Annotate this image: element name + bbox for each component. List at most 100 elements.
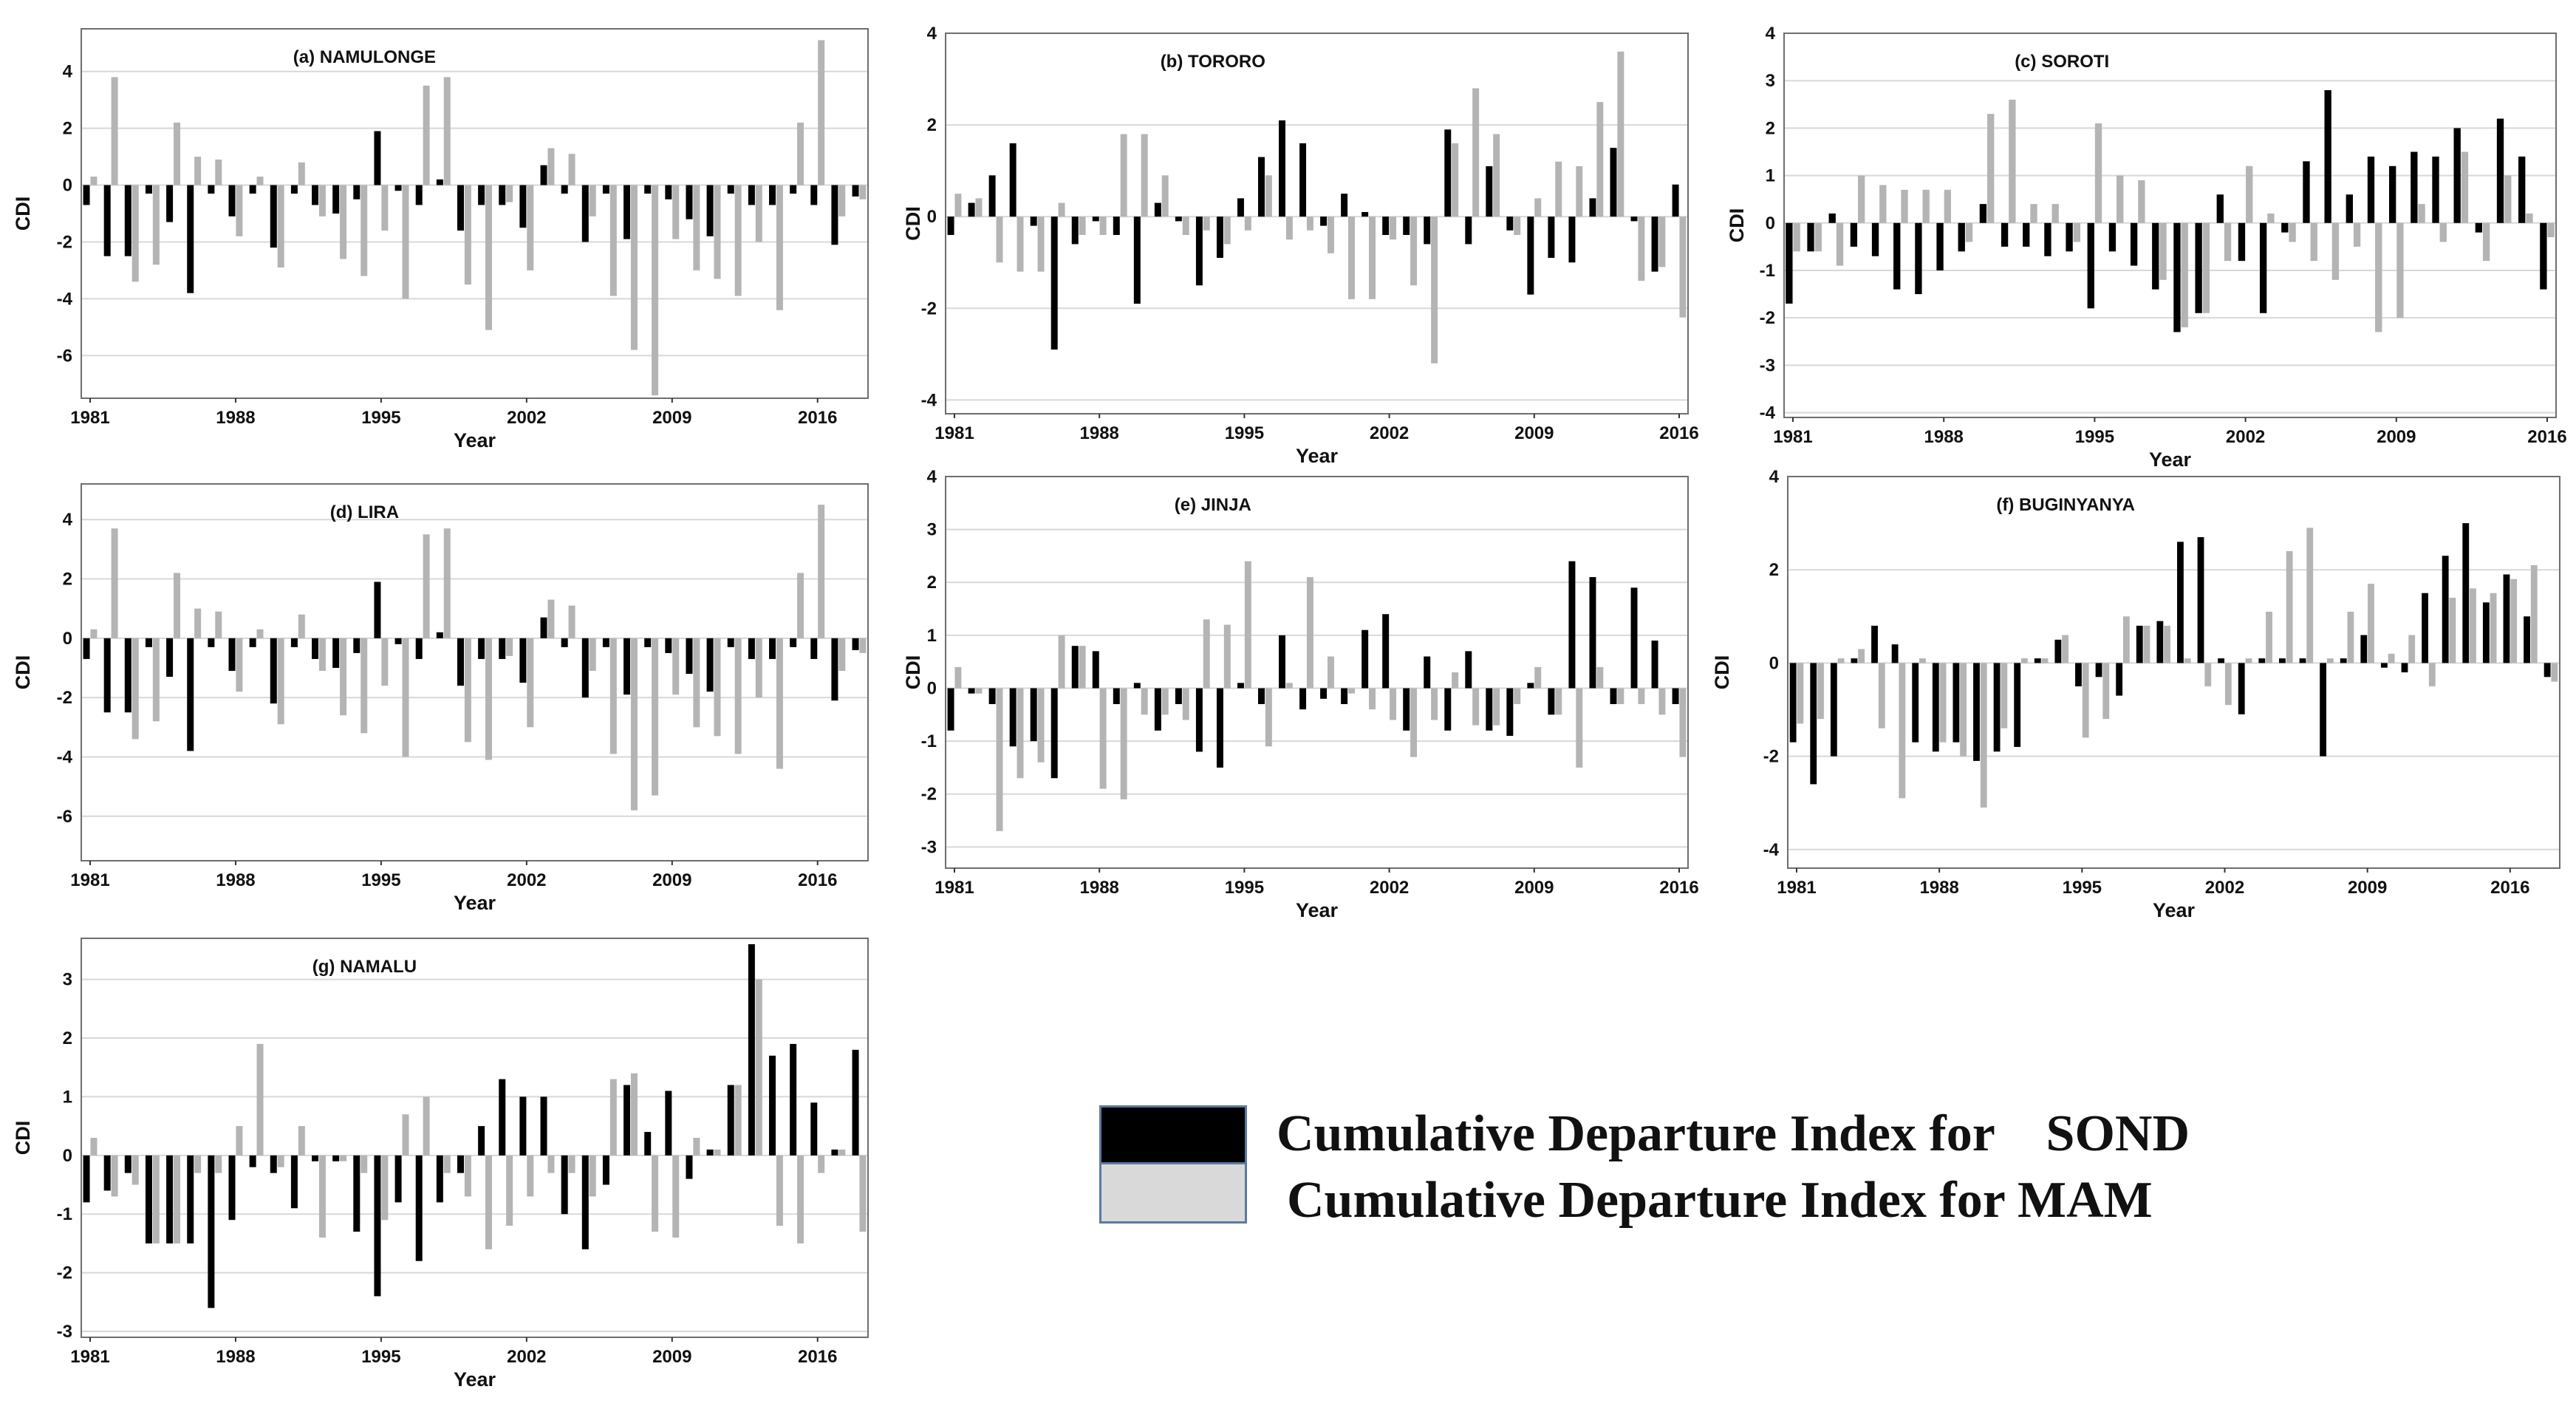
- bar-mam: [1638, 688, 1645, 704]
- y-tick-label: -3: [57, 1322, 72, 1342]
- bar-sond: [947, 688, 954, 731]
- bar-sond: [2095, 663, 2102, 678]
- bar-sond: [166, 185, 174, 222]
- bar-sond: [1175, 216, 1182, 222]
- bar-mam: [527, 185, 534, 270]
- bar-mam: [2530, 564, 2538, 663]
- plot-area: [946, 33, 1688, 414]
- bar-sond: [145, 638, 152, 647]
- bar-sond: [1958, 222, 1965, 252]
- y-tick-label: 2: [927, 115, 937, 135]
- bar-sond: [2360, 635, 2368, 663]
- bar-mam: [2102, 663, 2110, 720]
- bar-mam: [1410, 688, 1418, 757]
- bar-sond: [852, 638, 859, 650]
- bar-sond: [1195, 688, 1203, 752]
- bar-mam: [1596, 102, 1604, 217]
- bar-mam: [381, 1155, 389, 1221]
- bar-mam: [2286, 550, 2293, 663]
- bar-mam: [527, 638, 534, 728]
- bar-mam: [1037, 688, 1045, 762]
- y-tick-label: -2: [921, 298, 937, 318]
- bar-mam: [173, 1155, 180, 1243]
- bar-mam: [755, 979, 762, 1156]
- y-tick-label: -2: [1760, 308, 1775, 328]
- bar-sond: [968, 202, 975, 217]
- bar-sond: [706, 185, 714, 236]
- bar-sond: [1279, 120, 1286, 217]
- bar-sond: [1893, 222, 1901, 290]
- bar-mam: [589, 1155, 596, 1197]
- y-tick-label: 1: [1766, 166, 1775, 186]
- bar-sond: [1050, 216, 1058, 350]
- bar-sond: [1009, 143, 1017, 217]
- y-tick-label: 4: [927, 467, 937, 487]
- bar-sond: [394, 1155, 402, 1203]
- bar-sond: [1030, 688, 1037, 742]
- bar-sond: [561, 1155, 568, 1215]
- bar-sond: [2543, 663, 2551, 678]
- bar-mam: [2482, 222, 2490, 262]
- bar-mam: [423, 1096, 430, 1156]
- bar-mam: [506, 185, 513, 202]
- bar-mam: [693, 638, 700, 728]
- bar-sond: [1403, 688, 1410, 731]
- x-tick-label: 2016: [1659, 423, 1698, 443]
- bar-sond: [415, 185, 423, 205]
- bar-sond: [166, 638, 174, 678]
- bar-sond: [2432, 156, 2439, 223]
- x-tick-label: 1981: [1773, 427, 1812, 447]
- bar-sond: [228, 1155, 236, 1221]
- bar-sond: [1953, 663, 1960, 743]
- bar-mam: [672, 638, 680, 695]
- bar-mam: [1555, 161, 1562, 217]
- bar-sond: [2197, 537, 2204, 663]
- bar-mam: [236, 185, 243, 236]
- bar-mam: [734, 1085, 742, 1156]
- bar-mam: [568, 154, 575, 185]
- x-tick-label: 1981: [70, 870, 109, 890]
- bar-sond: [581, 1155, 589, 1249]
- bar-mam: [2246, 165, 2253, 223]
- bar-sond: [208, 185, 215, 194]
- bar-mam: [672, 1155, 680, 1238]
- bar-mam: [194, 1155, 202, 1173]
- bar-sond: [145, 185, 152, 194]
- x-tick-label: 2009: [2348, 878, 2387, 898]
- bar-sond: [457, 1155, 464, 1173]
- bar-mam: [1817, 663, 1824, 720]
- bar-sond: [436, 179, 443, 185]
- bar-sond: [706, 1149, 714, 1156]
- bar-sond: [686, 185, 693, 219]
- bar-sond: [83, 1155, 90, 1203]
- bar-sond: [727, 1085, 734, 1156]
- bar-mam: [2388, 653, 2395, 663]
- bar-sond: [1506, 216, 1514, 231]
- panel-namalu: 3 2 1 0 -1 -2 -3 1981 1988 1995 2002 2009 2016 Year CD…: [0, 931, 879, 1396]
- bar-mam: [609, 185, 617, 296]
- bar-mam: [818, 40, 825, 185]
- bar-mam: [1793, 222, 1800, 252]
- bar-sond: [103, 638, 111, 713]
- chart-lira: 4 2 0 -2 -4 -6 1981 1988 1995 2002 2009 2016 Year CDI…: [12, 483, 869, 914]
- legend-swatch-mam: [1099, 1164, 1247, 1224]
- y-tick-label: 4: [63, 62, 73, 82]
- y-tick-label: -2: [57, 1263, 72, 1283]
- bar-sond: [270, 1155, 277, 1173]
- bar-mam: [755, 638, 762, 698]
- bar-mam: [2490, 593, 2497, 663]
- bar-sond: [1092, 216, 1099, 222]
- bar-sond: [1113, 688, 1120, 704]
- bar-sond: [332, 1155, 340, 1161]
- bar-sond: [623, 638, 631, 695]
- bar-sond: [353, 638, 361, 653]
- bar-sond: [1651, 216, 1658, 272]
- bar-sond: [1506, 688, 1514, 736]
- bar-sond: [790, 638, 797, 647]
- bar-sond: [686, 638, 693, 675]
- bar-sond: [415, 1155, 423, 1261]
- bar-mam: [1617, 688, 1624, 704]
- bar-mam: [1939, 663, 1947, 743]
- y-tick-label: -1: [57, 1204, 72, 1224]
- bar-sond: [478, 1126, 485, 1156]
